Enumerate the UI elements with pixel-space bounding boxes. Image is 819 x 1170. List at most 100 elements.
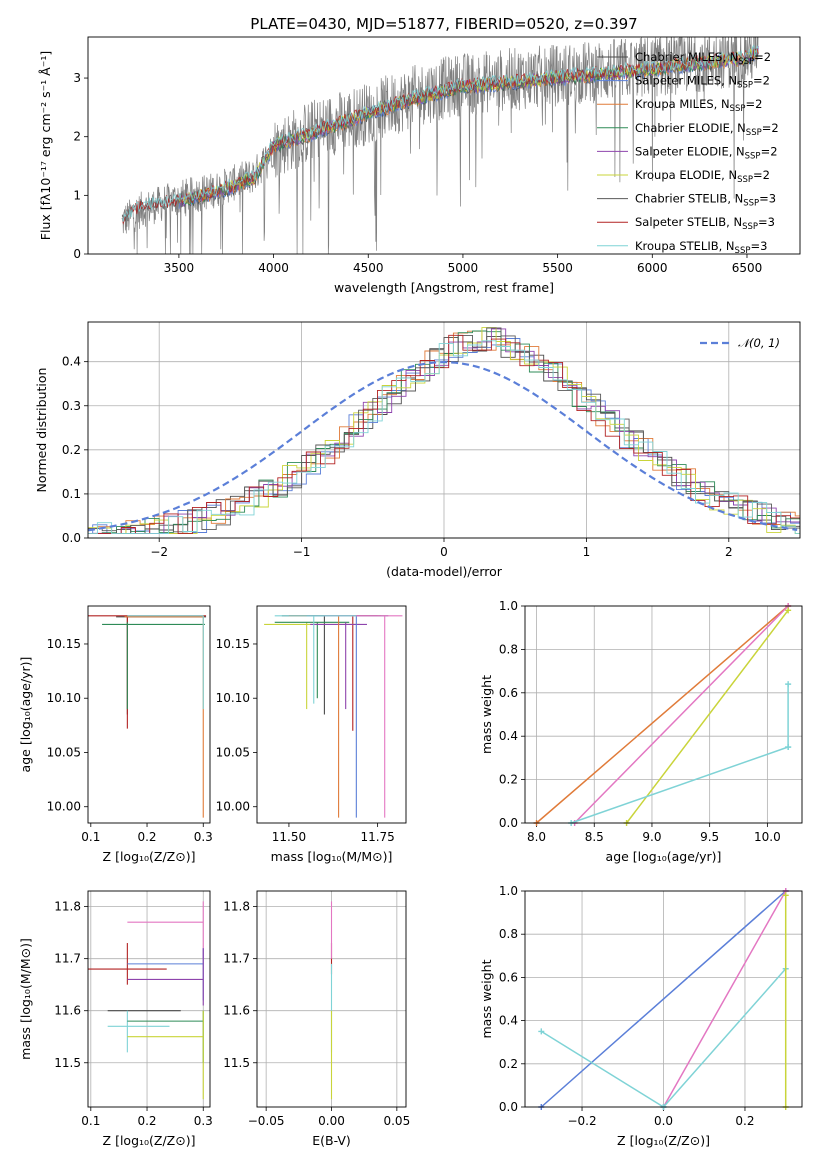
y-tick-label: 0.1	[62, 487, 81, 501]
legend-suffix: =2	[762, 121, 779, 135]
weight-line-2	[626, 609, 789, 824]
legend-entry: Salpeter ELODIE, NSSP=2	[635, 144, 778, 161]
x-tick-label: 5500	[542, 261, 573, 275]
y-axis-label: mass [log₁₀(M/M⊙)]	[18, 938, 33, 1060]
axes-frame	[256, 605, 407, 824]
y-tick-label: 0.0	[62, 531, 81, 545]
axes-frame	[87, 890, 211, 1108]
histogram-0	[88, 336, 800, 535]
x-axis-label: Z [log₁₀(Z/Z⊙)]	[103, 849, 196, 864]
legend-entry: Kroupa STELIB, NSSP=3	[635, 239, 767, 256]
y-axis-label: mass weight	[479, 675, 494, 754]
axes-frame	[256, 890, 407, 1108]
weight-point	[782, 892, 789, 899]
x-tick-label: 2	[725, 545, 733, 559]
figure-title: PLATE=0430, MJD=51877, FIBERID=0520, z=0…	[250, 15, 637, 33]
weight-line-3	[662, 968, 787, 1108]
x-tick-label: 0.3	[194, 1114, 213, 1128]
x-tick-label: 0.1	[81, 1114, 100, 1128]
legend-entry: Salpeter MILES, NSSP=2	[635, 74, 770, 91]
x-tick-label: 9.0	[642, 830, 661, 844]
x-tick-label: −0.2	[567, 1114, 596, 1128]
legend-label: Kroupa STELIB, N	[635, 239, 735, 253]
y-tick-label: 1	[73, 188, 81, 202]
y-tick-label: 10.15	[216, 637, 250, 651]
legend-sub: SSP	[738, 57, 754, 67]
x-tick-label: 5000	[448, 261, 479, 275]
x-tick-label: 0.0	[654, 1114, 673, 1128]
x-tick-label: 0.2	[137, 830, 156, 844]
legend-sub: SSP	[737, 81, 753, 91]
y-tick-label: 2	[73, 130, 81, 144]
y-tick-label: 11.8	[54, 900, 81, 914]
weight-point	[785, 681, 792, 688]
legend-label: Salpeter STELIB, N	[635, 215, 742, 229]
legend-entry: Chabrier STELIB, NSSP=3	[635, 192, 776, 209]
legend-sub: SSP	[742, 222, 758, 232]
x-axis-label: age [log₁₀(age/yr)]	[606, 849, 722, 864]
plot-area	[88, 891, 210, 1107]
y-tick-label: 11.5	[54, 1056, 81, 1070]
y-tick-label: 11.7	[223, 952, 250, 966]
legend-sub: SSP	[735, 246, 751, 256]
histogram-8	[88, 340, 800, 535]
x-axis-label: E(B-V)	[312, 1133, 351, 1148]
axes-frame	[524, 890, 803, 1108]
x-tick-label: 8.5	[585, 830, 604, 844]
errorbars	[88, 901, 204, 1100]
legend-entry: Salpeter STELIB, NSSP=3	[635, 215, 775, 232]
y-tick-label: 0.6	[499, 970, 518, 984]
legend-suffix: =2	[754, 50, 771, 64]
y-tick-label: 11.6	[223, 1004, 250, 1018]
legend-suffix: =2	[753, 74, 770, 88]
legend-label: Chabrier MILES, N	[635, 50, 738, 64]
chart-residuals: −2 −1 0 1 2 0.0 0.1 0.2 0.3 0.4 (data-model)/error…	[34, 321, 801, 579]
x-tick-label: 0.05	[383, 1114, 410, 1128]
x-axis-label: Z [log₁₀(Z/Z⊙)]	[103, 1133, 196, 1148]
chart-mass-weight-vs-Z: −0.2 0.0 0.2 0.0 0.2 0.4 0.6 0.8 1.0 Z [log₁₀(Z/Z…	[479, 884, 803, 1148]
legend-label: Kroupa ELODIE, N	[635, 168, 737, 182]
weight-point	[785, 607, 792, 614]
y-axis-label: Normed distribution	[34, 368, 49, 493]
histograms	[88, 327, 800, 535]
y-tick-label: 10.05	[216, 745, 250, 759]
y-tick-label: 0.0	[499, 816, 518, 830]
axes-frame	[524, 605, 803, 824]
weight-line-1	[574, 605, 789, 824]
x-axis-label: wavelength [Angstrom, rest frame]	[334, 280, 554, 295]
x-tick-label: 0	[440, 545, 448, 559]
x-tick-label: 0.2	[137, 1114, 156, 1128]
y-axis-label: mass weight	[479, 959, 494, 1038]
weight-line-0	[540, 890, 787, 1108]
weight-point	[785, 744, 792, 751]
axes-frame	[87, 36, 801, 255]
legend-suffix: =3	[759, 192, 776, 206]
spectrum-lines	[121, 37, 759, 254]
y-tick-label: 0.8	[499, 642, 518, 656]
legend-label: Chabrier STELIB, N	[635, 192, 743, 206]
x-tick-label: 11.75	[360, 830, 394, 844]
y-tick-label: 0.8	[499, 927, 518, 941]
legend-entry: Kroupa ELODIE, NSSP=2	[635, 168, 770, 185]
legend-entry: 𝒩(0, 1)	[738, 336, 780, 350]
legend-label: Chabrier ELODIE, N	[635, 121, 746, 135]
y-axis-label: Flux [fλ10⁻¹⁷ erg cm⁻² s⁻¹ Å⁻¹]	[38, 51, 53, 240]
model-spectrum-8	[121, 44, 759, 222]
x-tick-label: 1	[583, 545, 591, 559]
legend-label: Salpeter ELODIE, N	[635, 144, 745, 158]
x-tick-label: 0.2	[735, 1114, 754, 1128]
y-tick-label: 11.6	[54, 1004, 81, 1018]
x-tick-label: 4500	[353, 261, 384, 275]
weight-point	[538, 1028, 545, 1035]
weight-lines	[533, 603, 792, 826]
y-tick-label: 0.3	[62, 399, 81, 413]
x-axis-label: mass [log₁₀(M/M⊙)]	[271, 849, 393, 864]
y-tick-label: 1.0	[499, 599, 518, 613]
axes-frame	[87, 605, 211, 824]
legend-sub: SSP	[745, 151, 761, 161]
weight-line-1	[662, 890, 787, 1108]
y-tick-label: 0.2	[499, 1057, 518, 1071]
legend-entry: Chabrier MILES, NSSP=2	[635, 50, 771, 67]
